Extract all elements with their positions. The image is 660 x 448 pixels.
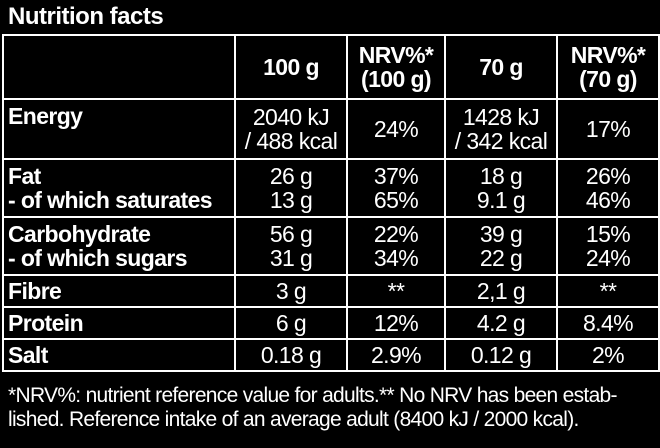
header-nrv-100g: NRV%* (100 g) bbox=[346, 34, 446, 100]
fat-nrv-70g: 26% 46% bbox=[556, 158, 660, 218]
fat-label: Fat - of which saturates bbox=[2, 158, 236, 218]
protein-70g: 4.2 g bbox=[444, 306, 558, 340]
energy-label: Energy bbox=[2, 98, 236, 160]
energy-70g: 1428 kJ / 342 kcal bbox=[444, 98, 558, 160]
energy-100g: 2040 kJ / 488 kcal bbox=[234, 98, 348, 160]
nutrition-table: 100 g NRV%* (100 g) 70 g NRV%* (70 g) En… bbox=[2, 34, 660, 372]
salt-100g: 0.18 g bbox=[234, 338, 348, 372]
footnote: *NRV%: nutrient reference value for adul… bbox=[2, 380, 658, 446]
protein-nrv-70g: 8.4% bbox=[556, 306, 660, 340]
row-energy: Energy 2040 kJ / 488 kcal 24% 1428 kJ / … bbox=[2, 98, 660, 160]
energy-nrv-100g: 24% bbox=[346, 98, 446, 160]
fat-100g: 26 g 13 g bbox=[234, 158, 348, 218]
row-salt: Salt 0.18 g 2.9% 0.12 g 2% bbox=[2, 338, 660, 372]
salt-70g: 0.12 g bbox=[444, 338, 558, 372]
carbohydrate-70g: 39 g 22 g bbox=[444, 216, 558, 276]
footnote-line-2: lished. Reference intake of an average a… bbox=[8, 408, 579, 431]
header-70g: 70 g bbox=[444, 34, 558, 100]
salt-nrv-70g: 2% bbox=[556, 338, 660, 372]
row-carbohydrate: Carbohydrate - of which sugars 56 g 31 g… bbox=[2, 216, 660, 276]
header-100g: 100 g bbox=[234, 34, 348, 100]
fibre-100g: 3 g bbox=[234, 274, 348, 308]
carbohydrate-100g: 56 g 31 g bbox=[234, 216, 348, 276]
salt-label: Salt bbox=[2, 338, 236, 372]
protein-100g: 6 g bbox=[234, 306, 348, 340]
row-protein: Protein 6 g 12% 4.2 g 8.4% bbox=[2, 306, 660, 340]
header-blank bbox=[2, 34, 236, 100]
fat-70g: 18 g 9.1 g bbox=[444, 158, 558, 218]
carbohydrate-nrv-100g: 22% 34% bbox=[346, 216, 446, 276]
fibre-nrv-100g: ** bbox=[346, 274, 446, 308]
salt-nrv-100g: 2.9% bbox=[346, 338, 446, 372]
energy-nrv-70g: 17% bbox=[556, 98, 660, 160]
fibre-70g: 2,1 g bbox=[444, 274, 558, 308]
carbohydrate-label: Carbohydrate - of which sugars bbox=[2, 216, 236, 276]
panel-title: Nutrition facts bbox=[8, 3, 164, 30]
row-fat: Fat - of which saturates 26 g 13 g 37% 6… bbox=[2, 158, 660, 218]
protein-nrv-100g: 12% bbox=[346, 306, 446, 340]
protein-label: Protein bbox=[2, 306, 236, 340]
fibre-nrv-70g: ** bbox=[556, 274, 660, 308]
row-fibre: Fibre 3 g ** 2,1 g ** bbox=[2, 274, 660, 308]
fat-nrv-100g: 37% 65% bbox=[346, 158, 446, 218]
header-row: 100 g NRV%* (100 g) 70 g NRV%* (70 g) bbox=[2, 34, 660, 100]
carbohydrate-nrv-70g: 15% 24% bbox=[556, 216, 660, 276]
header-nrv-70g: NRV%* (70 g) bbox=[556, 34, 660, 100]
footnote-line-1: *NRV%: nutrient reference value for adul… bbox=[8, 384, 618, 407]
fibre-label: Fibre bbox=[2, 274, 236, 308]
